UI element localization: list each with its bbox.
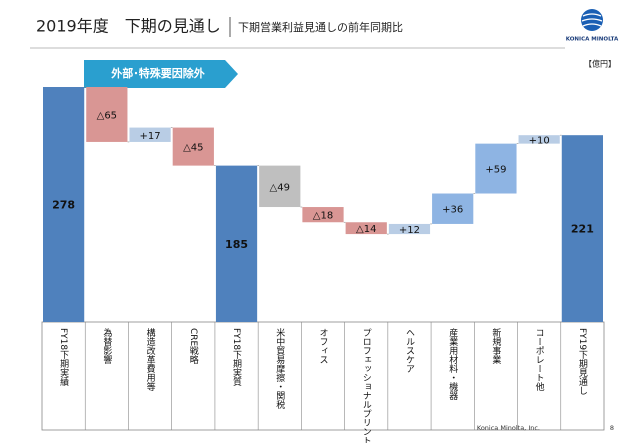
unit-label: 【億円】 [584, 59, 616, 69]
category-label: FY18下期実績 [58, 328, 69, 387]
bar [215, 165, 258, 322]
value-label: +17 [140, 131, 161, 142]
category-label: 産業用材料・機器 [447, 327, 458, 400]
bar [259, 165, 301, 208]
category-label: CRE戦略 [188, 328, 199, 364]
value-label: +12 [399, 225, 420, 236]
category-label: 構造改革費用等 [145, 327, 156, 391]
logo-text: KONICA MINOLTA [566, 37, 619, 43]
value-label: 185 [225, 238, 248, 251]
logo: KONICA MINOLTA [566, 9, 619, 43]
category-label: ヘルスケア [404, 328, 415, 373]
slide-subtitle: 下期営業利益見通しの前年同期比 [238, 20, 403, 34]
category-label: FY19下期見通し [577, 328, 588, 395]
bar [86, 87, 128, 142]
category-label: FY18下期実質 [231, 328, 242, 387]
category-label: コーポレート他 [534, 328, 545, 392]
value-label: 221 [571, 223, 594, 236]
bar [475, 143, 517, 194]
category-table [41, 321, 605, 431]
value-label: +10 [529, 135, 550, 146]
category-label: 新規事業 [490, 327, 501, 365]
value-label: +36 [442, 205, 463, 216]
bar [388, 223, 431, 235]
footer: Konica Minolta, Inc. [477, 424, 540, 432]
category-label: 米中貿易摩擦・関税 [274, 327, 285, 410]
value-label: △18 [313, 211, 333, 222]
value-label: +59 [485, 165, 506, 176]
value-label: △49 [270, 182, 290, 193]
category-label: オフィス [318, 328, 329, 364]
annotation-arrow [84, 60, 238, 88]
bar [129, 127, 171, 142]
value-label: △14 [356, 224, 376, 235]
bar [561, 135, 603, 322]
value-label: 278 [52, 199, 75, 212]
annotation-text: 外部･特殊要因除外 [110, 66, 205, 80]
slide-title: 2019年度 下期の見通し [36, 17, 221, 36]
bar [43, 87, 85, 322]
category-label: 為替影響 [101, 327, 112, 365]
bar [432, 193, 474, 224]
category-label: プロフェッショナルプリント [361, 328, 372, 443]
bar [172, 127, 214, 166]
bar [345, 222, 387, 235]
logo-stripes [581, 13, 603, 27]
bar [518, 135, 560, 144]
page-number: 8 [610, 424, 614, 432]
bar [302, 207, 344, 223]
value-label: △45 [183, 143, 203, 154]
value-label: △65 [97, 110, 117, 121]
